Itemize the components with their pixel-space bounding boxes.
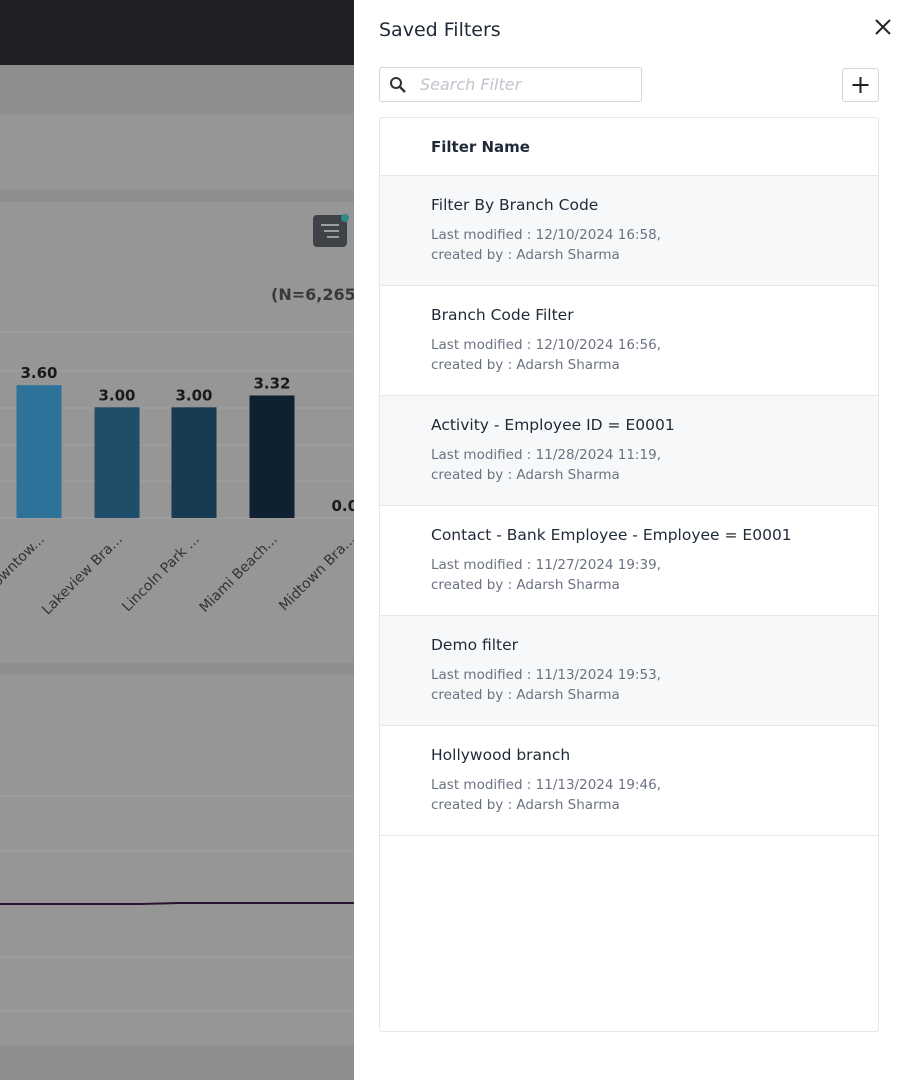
created-by: created by : Adarsh Sharma	[431, 577, 620, 593]
bar	[94, 407, 140, 518]
table-header: Filter Name	[380, 118, 878, 176]
filter-name: Activity - Employee ID = E0001	[431, 416, 675, 434]
header-label: Filter Name	[431, 138, 530, 156]
filter-name: Demo filter	[431, 636, 519, 654]
filter-name: Contact - Bank Employee - Employee = E00…	[431, 526, 792, 544]
search-icon	[390, 77, 406, 93]
bar-value-label: 3.60	[20, 364, 57, 382]
add-filter-button[interactable]	[842, 68, 879, 102]
filter-icon	[321, 224, 339, 238]
search-placeholder: Search Filter	[420, 75, 522, 94]
line-card	[0, 675, 354, 1045]
search-box[interactable]: Search Filter	[379, 67, 642, 102]
trend-line	[0, 902, 354, 905]
count-label: (N=6,265)	[271, 285, 354, 304]
filter-row[interactable]: Branch Code Filter Last modified : 12/10/…	[380, 286, 878, 396]
close-button[interactable]	[872, 16, 894, 38]
created-by: created by : Adarsh Sharma	[431, 797, 620, 813]
last-modified: Last modified : 11/28/2024 11:19,	[431, 447, 661, 463]
panel-title: Saved Filters	[379, 19, 501, 41]
top-bar	[0, 0, 354, 65]
bar	[249, 395, 295, 518]
last-modified: Last modified : 11/13/2024 19:46,	[431, 777, 661, 793]
filter-name: Branch Code Filter	[431, 306, 574, 324]
filter-strip	[0, 114, 354, 190]
created-by: created by : Adarsh Sharma	[431, 467, 620, 483]
bar-value-label: 3.32	[253, 374, 290, 392]
bar-value-label: 0.00	[331, 497, 354, 515]
filter-name: Filter By Branch Code	[431, 196, 599, 214]
created-by: created by : Adarsh Sharma	[431, 247, 620, 263]
saved-filters-panel: Saved Filters Search Filter Filter Name …	[354, 0, 904, 1080]
bar-value-label: 3.00	[175, 386, 212, 404]
bar	[171, 407, 217, 518]
created-by: created by : Adarsh Sharma	[431, 687, 620, 703]
filter-row[interactable]: Filter By Branch Code Last modified : 12/…	[380, 176, 878, 286]
created-by: created by : Adarsh Sharma	[431, 357, 620, 373]
filter-row[interactable]: Contact - Bank Employee - Employee = E00…	[380, 506, 878, 616]
bar	[16, 385, 62, 518]
filter-row[interactable]: Demo filter Last modified : 11/13/2024 19…	[380, 616, 878, 726]
last-modified: Last modified : 12/10/2024 16:56,	[431, 337, 661, 353]
filter-row[interactable]: Activity - Employee ID = E0001 Last modif…	[380, 396, 878, 506]
filter-row[interactable]: Hollywood branch Last modified : 11/13/20…	[380, 726, 878, 836]
last-modified: Last modified : 12/10/2024 16:58,	[431, 227, 661, 243]
filter-table: Filter Name Filter By Branch Code Last mo…	[379, 117, 879, 1032]
filter-name: Hollywood branch	[431, 746, 571, 764]
last-modified: Last modified : 11/13/2024 19:53,	[431, 667, 661, 683]
last-modified: Last modified : 11/27/2024 19:39,	[431, 557, 661, 573]
bar-value-label: 3.00	[98, 386, 135, 404]
filter-dot	[341, 214, 349, 222]
